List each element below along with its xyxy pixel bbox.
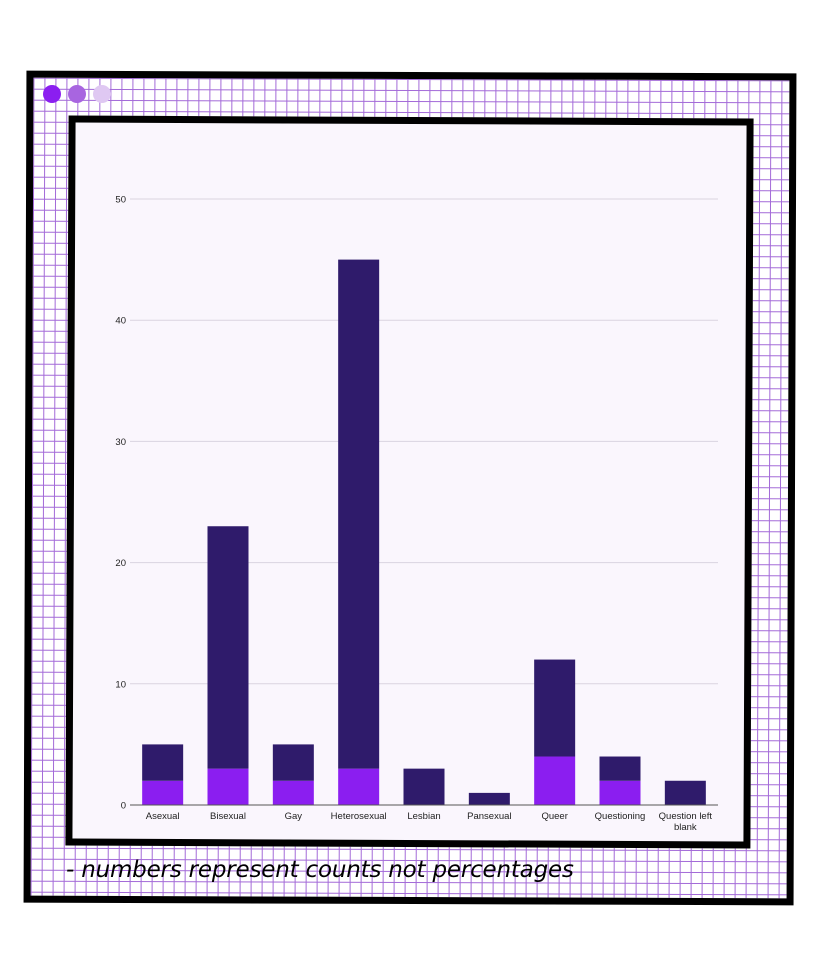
bar-segment-dark	[272, 744, 314, 781]
bar-segment-light	[207, 768, 249, 805]
bar-segment-light	[272, 780, 314, 805]
y-tick-label: 30	[115, 437, 126, 448]
window-dot-2	[68, 85, 86, 103]
bar-segment-dark	[664, 780, 706, 805]
x-category-label: Asexual	[146, 811, 180, 822]
bar-segment-dark	[403, 768, 445, 805]
bars	[142, 259, 706, 805]
window-dot-1	[43, 85, 61, 103]
axes: 0 10 20 30 40 50 Asexual Bisexual Gay Heterosexua…	[115, 195, 718, 833]
y-tick-label: 0	[121, 801, 126, 812]
y-tick-label: 40	[115, 316, 126, 327]
bar-segment-dark	[468, 792, 510, 805]
x-category-label: Bisexual	[210, 811, 246, 822]
x-category-label: Lesbian	[407, 811, 440, 822]
bar-segment-dark	[338, 259, 380, 769]
bar-segment-dark	[599, 756, 641, 781]
y-tick-label: 50	[115, 195, 126, 206]
bar-segment-dark	[207, 526, 249, 769]
bar-segment-light	[534, 756, 576, 805]
window-dot-3	[93, 85, 111, 103]
y-tick-label: 10	[115, 679, 126, 690]
x-category-label: Heterosexual	[331, 811, 387, 822]
bar-segment-dark	[142, 744, 184, 781]
x-category-label: Questioning	[595, 811, 646, 822]
chart-caption: - numbers represent counts not percentag…	[66, 857, 574, 883]
x-category-label: Pansexual	[467, 811, 511, 822]
bar-segment-dark	[534, 659, 576, 757]
x-category-label: Queer	[541, 811, 567, 822]
y-tick-label: 20	[115, 558, 126, 569]
x-category-label: Gay	[285, 811, 303, 822]
bar-segment-light	[599, 780, 641, 805]
bar-segment-light	[338, 768, 380, 805]
bar-segment-light	[142, 780, 184, 805]
x-category-label: Question left blank	[659, 811, 713, 833]
